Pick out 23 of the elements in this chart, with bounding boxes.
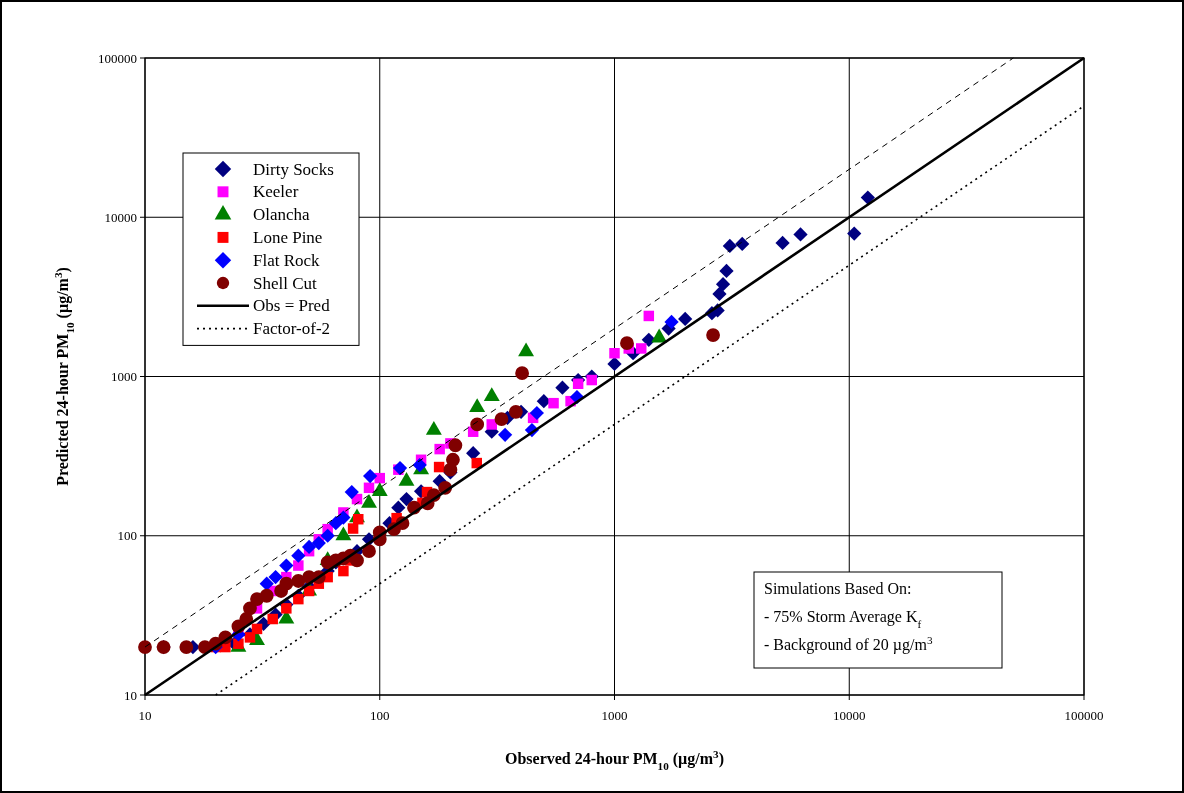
- x-tick-label: 100000: [1064, 708, 1104, 723]
- y-tick-label: 100000: [98, 50, 137, 66]
- legend-label: Keeler: [253, 182, 299, 202]
- annotation: - Background of 20 µg/m$^{3}$: [764, 634, 933, 654]
- legend-label: Lone Pine: [253, 227, 323, 247]
- x-axis-title: Observed 24-hour PM$_{10}$ (µg/m$^{3}$): [504, 748, 725, 772]
- y-tick-label: 10000: [104, 209, 137, 225]
- x-tick-label: 10: [138, 708, 152, 723]
- legend-label: Factor-of-2: [253, 319, 331, 339]
- y-tick-label: 10: [124, 687, 137, 703]
- x-tick-label: 100: [370, 708, 390, 723]
- x-tick-label: 10000: [833, 708, 866, 723]
- y-tick-label: 1000: [111, 369, 137, 384]
- legend-label: Dirty Socks: [253, 159, 334, 179]
- annotation: - 75% Storm Average K$_{f}$: [764, 608, 922, 630]
- legend-label: Shell Cut: [253, 273, 318, 293]
- y-tick-label: 100: [117, 528, 137, 544]
- legend-label: Obs = Pred: [253, 296, 331, 316]
- x-tick-label: 1000: [601, 708, 628, 723]
- legend-label: Flat Rock: [253, 250, 321, 270]
- annotation: Simulations Based On:: [764, 580, 912, 597]
- legend-label: Olancha: [253, 205, 311, 225]
- note-box: Simulations Based On: - 75% Storm Average K$_{f}$ - Background of 20 µg/m$^{3}$: [753, 571, 1003, 669]
